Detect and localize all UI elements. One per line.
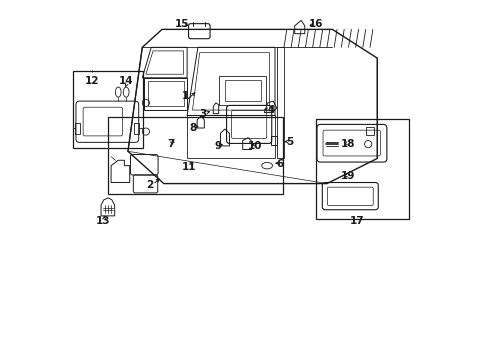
Text: 15: 15	[174, 19, 188, 29]
Text: 7: 7	[167, 139, 174, 149]
Text: 1: 1	[182, 91, 188, 101]
Text: 4: 4	[267, 105, 275, 115]
Bar	[107, 117, 283, 194]
Bar	[316, 119, 408, 220]
Text: 10: 10	[247, 141, 262, 151]
Text: 6: 6	[276, 159, 284, 169]
Text: 14: 14	[119, 76, 133, 86]
Text: 11: 11	[182, 162, 196, 172]
Bar	[366, 127, 373, 135]
Text: 16: 16	[308, 19, 323, 29]
Bar	[73, 71, 142, 148]
Text: 2: 2	[145, 180, 153, 190]
Text: 18: 18	[341, 139, 355, 149]
Text: 3: 3	[199, 109, 206, 119]
Text: 13: 13	[95, 216, 110, 226]
Text: 9: 9	[214, 141, 221, 151]
Text: 12: 12	[84, 76, 99, 86]
Text: 19: 19	[341, 171, 355, 181]
Text: 5: 5	[285, 138, 292, 147]
Text: 8: 8	[188, 123, 196, 133]
Text: 17: 17	[349, 216, 364, 226]
